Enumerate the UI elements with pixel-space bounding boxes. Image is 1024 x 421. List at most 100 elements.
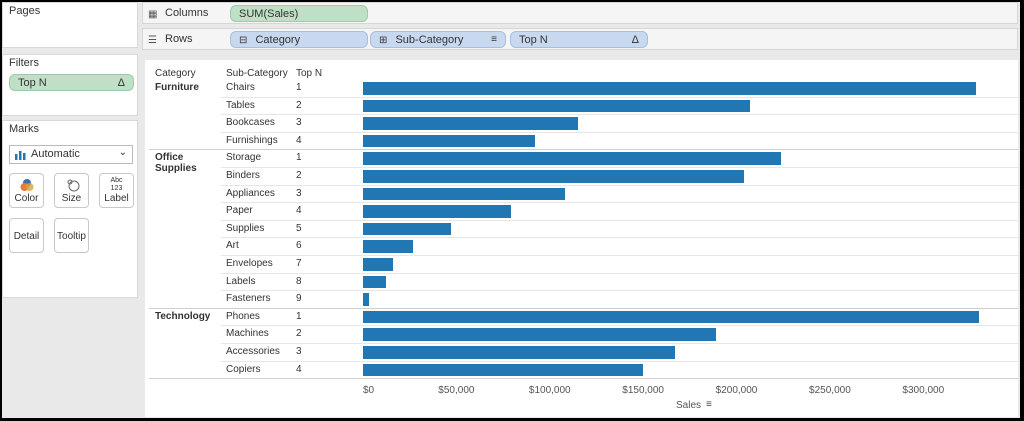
columns-shelf: ▦ Columns SUM(Sales)	[142, 2, 1018, 24]
size-label: Size	[61, 193, 82, 204]
row-divider	[221, 255, 1018, 256]
x-tick-label: $300,000	[902, 385, 945, 396]
header-top-n: Top N	[296, 68, 323, 79]
collapse-icon: ⊟	[239, 35, 248, 46]
subcategory-label: Accessories	[226, 346, 280, 357]
rows-pill-subcategory-label: Sub-Category	[395, 34, 464, 46]
subcategory-label: Chairs	[226, 82, 255, 93]
group-divider	[149, 378, 1018, 380]
rank-label: 9	[296, 293, 302, 305]
subcategory-label: Labels	[226, 275, 256, 287]
row-divider	[221, 360, 1018, 362]
x-tick-label: $0	[363, 385, 375, 396]
bar-accessories	[363, 346, 675, 359]
size-button[interactable]: Size	[54, 173, 89, 208]
row-divider	[221, 202, 1018, 204]
sort-descending-icon: ≡	[491, 34, 497, 45]
bar-fasteners	[363, 293, 369, 306]
subcategory-label: Copiers	[226, 363, 261, 375]
rank-label: 2	[296, 328, 302, 340]
rank-label: 1	[296, 152, 302, 164]
rows-shelf: ☰ Rows ⊟ Category ⊞ Sub-Category ≡ Top N…	[142, 28, 1018, 50]
subcategory-label: Paper	[226, 205, 253, 217]
bar-binders	[363, 170, 744, 183]
rows-icon: ☰	[148, 35, 157, 46]
subcategory-label: Tables	[226, 99, 255, 111]
x-tick-label: $50,000	[438, 385, 475, 396]
bar-storage	[363, 152, 782, 165]
pages-title: Pages	[9, 5, 41, 17]
header-category: Category	[155, 68, 196, 79]
columns-pill-label: SUM(Sales)	[239, 8, 299, 20]
mark-type-label: Automatic	[31, 148, 80, 160]
row-divider	[221, 237, 1018, 239]
delta-icon: Δ	[117, 77, 125, 89]
rank-label: 3	[296, 187, 302, 199]
rank-label: 5	[296, 222, 302, 234]
rank-label: 1	[296, 82, 302, 93]
rank-label: 4	[296, 134, 302, 146]
rank-label: 2	[296, 170, 302, 181]
bar-tables	[363, 99, 750, 113]
sort-icon: ≡	[706, 399, 712, 410]
rows-label: Rows	[165, 33, 193, 45]
subcategory-label: Storage	[226, 152, 262, 164]
tooltip-label: Tooltip	[57, 231, 86, 242]
chart-view: Category Sub-Category Top N Furniture Cha…	[145, 60, 1018, 417]
rows-pill-category-label: Category	[255, 34, 301, 46]
bar-paper	[363, 205, 511, 218]
rows-pill-category[interactable]: ⊟ Category	[230, 31, 368, 48]
bar-art	[363, 240, 414, 253]
subcategory-label: Phones	[226, 310, 260, 322]
tooltip-button[interactable]: Tooltip	[54, 218, 89, 253]
rows-pill-top-n[interactable]: Top N Δ	[510, 31, 648, 48]
category-label: Technology	[155, 310, 211, 322]
x-axis-title: Sales	[676, 400, 702, 411]
rank-label: 7	[296, 258, 302, 269]
subcategory-label: Art	[226, 240, 239, 252]
x-tick-label: $100,000	[528, 385, 571, 396]
bar-chairs	[363, 82, 976, 95]
color-label: Color	[14, 193, 39, 204]
color-button[interactable]: Color	[9, 173, 44, 208]
filters-card: Filters Top N Δ	[2, 54, 138, 116]
row-divider	[221, 96, 1018, 98]
subcategory-label: Supplies	[226, 222, 265, 234]
marks-card: Marks Automatic ⌄ Color Size Abc 123 Lab…	[2, 120, 138, 298]
chevron-down-icon: ⌄	[118, 147, 127, 158]
rank-label: 2	[296, 99, 302, 111]
bar-bookcases	[363, 117, 578, 130]
subcategory-label: Bookcases	[226, 117, 275, 129]
filters-title: Filters	[9, 57, 39, 69]
label-label: Label	[104, 193, 129, 204]
filter-pill-label: Top N	[18, 77, 47, 89]
row-divider	[221, 290, 1018, 292]
rank-label: 4	[296, 363, 302, 375]
bar-appliances	[363, 187, 565, 201]
bar-supplies	[363, 222, 451, 236]
row-divider	[221, 131, 1018, 133]
x-tick-label: $200,000	[715, 385, 758, 396]
pages-card: Pages	[2, 2, 138, 48]
rank-label: 4	[296, 205, 302, 217]
rows-pill-subcategory[interactable]: ⊞ Sub-Category ≡	[370, 31, 506, 48]
group-divider	[149, 307, 1018, 309]
row-divider	[221, 184, 1018, 186]
subcategory-label: Appliances	[226, 187, 275, 199]
detail-button[interactable]: Detail	[9, 218, 44, 253]
rank-label: 3	[296, 346, 302, 357]
category-label: Furniture	[155, 82, 199, 93]
columns-pill-sales[interactable]: SUM(Sales)	[230, 5, 368, 22]
bar-labels	[363, 275, 387, 289]
subcategory-label: Machines	[226, 328, 269, 340]
group-divider	[149, 149, 1018, 151]
mark-type-dropdown[interactable]: Automatic ⌄	[9, 145, 133, 164]
bar-copiers	[363, 363, 644, 377]
filter-pill-top-n[interactable]: Top N Δ	[9, 74, 134, 91]
expand-icon: ⊞	[379, 35, 388, 46]
subcategory-label: Envelopes	[226, 258, 273, 269]
label-button[interactable]: Abc 123 Label	[99, 173, 134, 208]
columns-label: Columns	[165, 7, 209, 19]
row-divider	[221, 114, 1018, 116]
subcategory-label: Binders	[226, 170, 260, 181]
